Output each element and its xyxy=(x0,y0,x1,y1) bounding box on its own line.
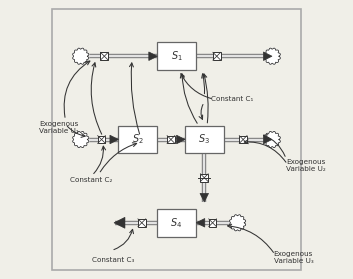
Bar xyxy=(167,136,175,143)
Polygon shape xyxy=(196,218,205,227)
Text: $S_2$: $S_2$ xyxy=(132,133,144,146)
Polygon shape xyxy=(229,215,246,231)
Polygon shape xyxy=(263,52,272,61)
Polygon shape xyxy=(110,135,119,144)
Polygon shape xyxy=(263,135,272,144)
Polygon shape xyxy=(114,217,125,228)
Bar xyxy=(201,174,208,182)
Text: Exogenous
Variable U₂: Exogenous Variable U₂ xyxy=(286,159,326,172)
Polygon shape xyxy=(264,131,280,148)
Polygon shape xyxy=(149,52,157,61)
Text: $S_3$: $S_3$ xyxy=(198,133,210,146)
Text: $S_4$: $S_4$ xyxy=(170,216,183,230)
Text: Constant C₁: Constant C₁ xyxy=(211,96,253,102)
FancyBboxPatch shape xyxy=(52,9,301,270)
Polygon shape xyxy=(200,193,209,202)
Polygon shape xyxy=(176,135,185,144)
Polygon shape xyxy=(116,218,125,227)
Text: $S_1$: $S_1$ xyxy=(170,49,183,63)
Bar xyxy=(213,52,221,60)
Polygon shape xyxy=(73,48,89,64)
FancyBboxPatch shape xyxy=(185,126,224,153)
Text: Exogenous
Variable U₁: Exogenous Variable U₁ xyxy=(39,121,79,134)
FancyBboxPatch shape xyxy=(157,209,196,237)
Bar xyxy=(98,136,106,143)
FancyBboxPatch shape xyxy=(118,126,157,153)
Polygon shape xyxy=(73,131,89,148)
Bar xyxy=(101,52,108,60)
FancyBboxPatch shape xyxy=(157,42,196,70)
Text: Constant C₂: Constant C₂ xyxy=(70,177,112,183)
Bar xyxy=(239,136,247,143)
Text: Constant C₃: Constant C₃ xyxy=(92,257,134,263)
Bar xyxy=(138,219,146,227)
Polygon shape xyxy=(264,48,280,64)
Bar xyxy=(209,219,216,227)
Text: Exogenous
Variable U₃: Exogenous Variable U₃ xyxy=(274,251,313,264)
